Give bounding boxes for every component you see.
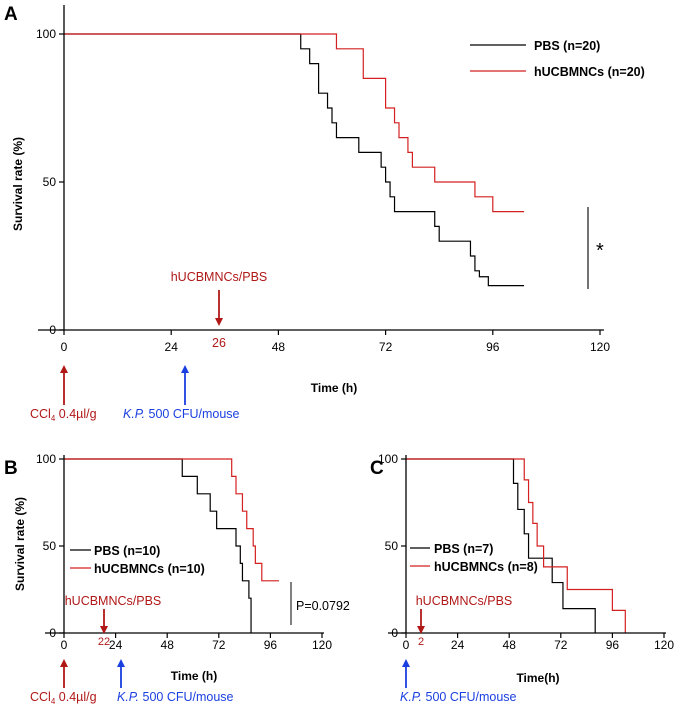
- kp-label-a: K.P. 500 CFU/mouse: [123, 407, 240, 421]
- panel-label-b: B: [4, 458, 18, 479]
- x-tick-label-c-120: 120: [654, 638, 674, 652]
- treatment-time-a: 26: [212, 336, 226, 350]
- chart-panel-a: A Survival rate (%) Time (h) 0 24 48 72 96 12…: [4, 4, 645, 423]
- series-line-hucbmncs-b: [64, 458, 279, 582]
- treatment-time-b: 22: [98, 636, 110, 648]
- y-axis-label-a: Survival rate (%): [11, 137, 25, 231]
- x-tick-label-b-72: 72: [212, 638, 226, 652]
- x-tick-label-b-0: 0: [61, 638, 68, 652]
- y-axis-label-b: Survival rate (%): [13, 497, 27, 591]
- legend-label-hucbmncs-c: hUCBMNCs (n=8): [434, 560, 538, 574]
- x-axis-label-a: Time (h): [311, 381, 357, 395]
- legend-a: PBS (n=20) hUCBMNCs (n=20): [470, 39, 645, 79]
- x-tick-label-c-96: 96: [606, 638, 620, 652]
- y-tick-label-c-50: 50: [385, 539, 399, 553]
- treatment-time-c: 2: [418, 636, 424, 648]
- x-tick-label-c-48: 48: [503, 638, 517, 652]
- ccl4-label-b: CCl4 0.4µl/g: [30, 690, 97, 706]
- series-line-hucbmncs-c: [406, 458, 626, 633]
- legend-label-hucbmncs-b: hUCBMNCs (n=10): [94, 562, 205, 576]
- y-tick-label-a-100: 100: [36, 27, 56, 41]
- x-tick-label-a-0: 0: [61, 340, 68, 354]
- kp-label-b: K.P. 500 CFU/mouse: [117, 690, 234, 704]
- significance-star-a: *: [596, 240, 604, 262]
- x-tick-label-a-72: 72: [379, 340, 393, 354]
- treatment-label-c: hUCBMNCs/PBS: [416, 594, 513, 608]
- series-line-pbs-a: [64, 33, 525, 287]
- x-tick-label-a-96: 96: [486, 340, 500, 354]
- legend-label-pbs-c: PBS (n=7): [434, 542, 493, 556]
- x-tick-label-b-24: 24: [109, 638, 123, 652]
- treatment-label-b: hUCBMNCs/PBS: [65, 594, 162, 608]
- panel-label-a: A: [4, 4, 18, 25]
- series-a: [64, 33, 525, 287]
- series-c: [406, 458, 626, 633]
- legend-label-hucbmncs-a: hUCBMNCs (n=20): [534, 65, 645, 79]
- series-b: [64, 458, 279, 633]
- y-tick-label-b-100: 100: [36, 452, 56, 466]
- legend-label-pbs-a: PBS (n=20): [534, 39, 600, 53]
- x-tick-label-b-48: 48: [161, 638, 175, 652]
- x-tick-label-a-48: 48: [272, 340, 286, 354]
- treatment-label-a: hUCBMNCs/PBS: [171, 270, 268, 284]
- kp-label-c: K.P. 500 CFU/mouse: [400, 690, 517, 704]
- series-line-pbs-c: [406, 458, 596, 633]
- legend-label-pbs-b: PBS (n=10): [94, 544, 160, 558]
- x-axis-label-c: Time(h): [516, 671, 559, 685]
- pvalue-label-b: P=0.0792: [296, 599, 350, 613]
- x-axis-label-b: Time (h): [171, 669, 217, 683]
- legend-c: PBS (n=7) hUCBMNCs (n=8): [410, 542, 538, 574]
- x-tick-label-a-24: 24: [165, 340, 179, 354]
- ccl4-label-a: CCl4 0.4µl/g: [30, 407, 97, 423]
- x-tick-label-b-96: 96: [264, 638, 278, 652]
- chart-panel-b: B Survival rate (%) Time (h) 0 24 48 72 96 12…: [4, 452, 350, 706]
- y-tick-label-c-100: 100: [378, 452, 398, 466]
- series-line-pbs-b: [64, 458, 252, 633]
- x-tick-label-a-120: 120: [590, 340, 610, 354]
- y-tick-label-a-50: 50: [43, 175, 57, 189]
- x-tick-label-b-120: 120: [312, 638, 332, 652]
- y-tick-label-b-50: 50: [43, 539, 57, 553]
- series-line-hucbmncs-a: [64, 33, 525, 213]
- x-tick-label-c-72: 72: [554, 638, 568, 652]
- panel-label-c: C: [370, 458, 384, 479]
- x-tick-label-c-24: 24: [451, 638, 465, 652]
- legend-b: PBS (n=10) hUCBMNCs (n=10): [70, 544, 205, 576]
- x-tick-label-c-0: 0: [403, 638, 410, 652]
